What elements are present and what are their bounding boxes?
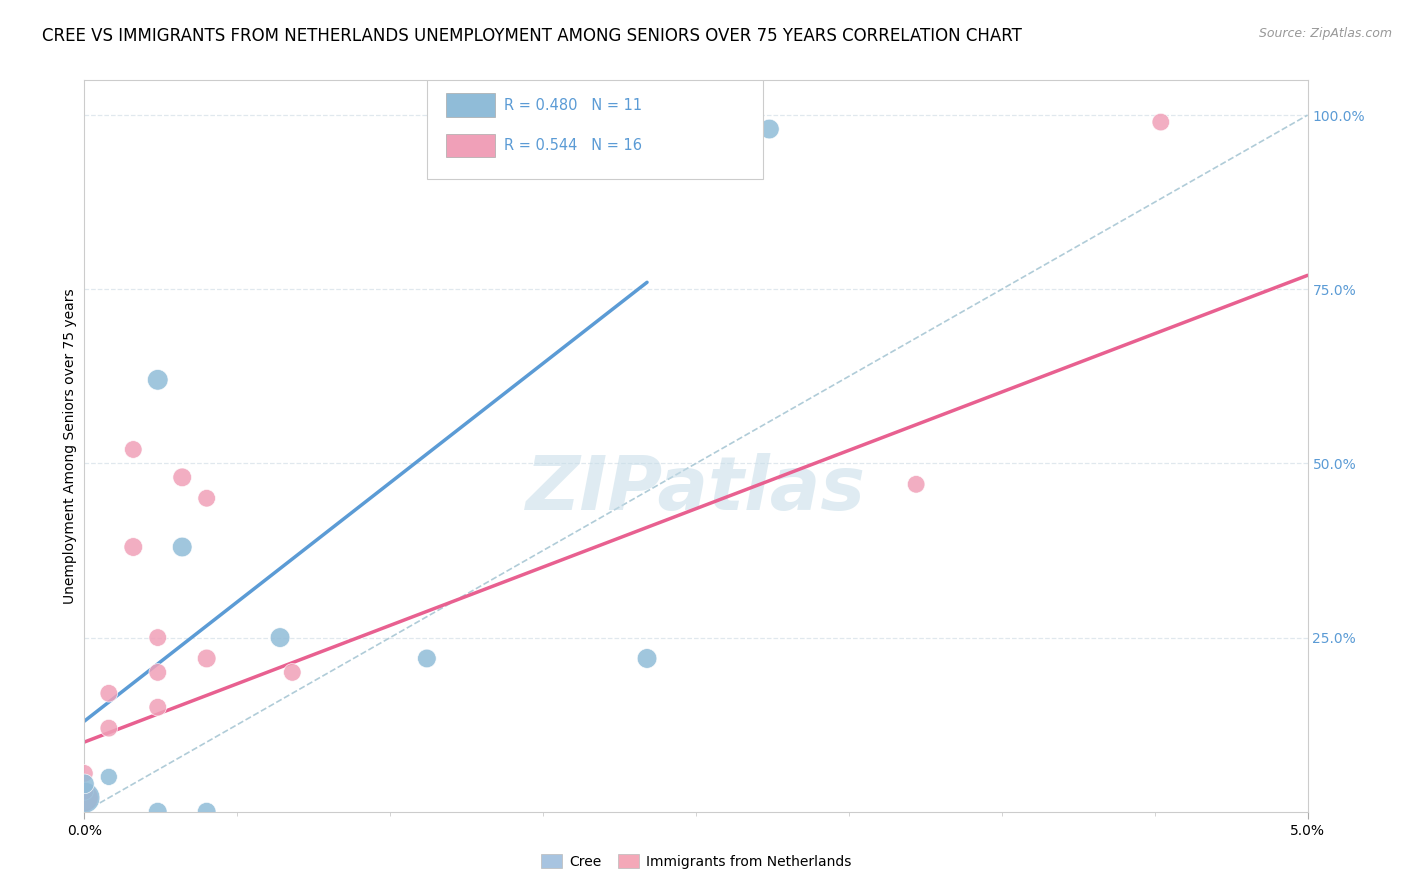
Point: [172, 540, 194, 554]
Text: CREE VS IMMIGRANTS FROM NETHERLANDS UNEMPLOYMENT AMONG SENIORS OVER 75 YEARS COR: CREE VS IMMIGRANTS FROM NETHERLANDS UNEM…: [42, 27, 1022, 45]
Text: ZIPatlas: ZIPatlas: [526, 453, 866, 526]
Point: [73, 766, 96, 780]
Point: [146, 631, 169, 645]
Point: [146, 700, 169, 714]
Point: [195, 805, 218, 819]
Point: [905, 477, 928, 491]
Point: [73, 790, 96, 805]
Point: [281, 665, 304, 680]
Point: [195, 491, 218, 506]
Point: [758, 122, 780, 136]
FancyBboxPatch shape: [447, 94, 495, 117]
Point: [73, 784, 96, 798]
Point: [172, 470, 194, 484]
Y-axis label: Unemployment Among Seniors over 75 years: Unemployment Among Seniors over 75 years: [63, 288, 77, 604]
Point: [146, 665, 169, 680]
Point: [97, 686, 120, 700]
Point: [146, 805, 169, 819]
Text: R = 0.480   N = 11: R = 0.480 N = 11: [503, 97, 643, 112]
Point: [73, 777, 96, 791]
Point: [146, 373, 169, 387]
FancyBboxPatch shape: [427, 80, 763, 179]
Point: [122, 442, 145, 457]
Point: [73, 790, 96, 805]
Text: R = 0.544   N = 16: R = 0.544 N = 16: [503, 138, 643, 153]
FancyBboxPatch shape: [447, 134, 495, 157]
Point: [636, 651, 658, 665]
Point: [269, 631, 291, 645]
Point: [97, 770, 120, 784]
Point: [1150, 115, 1173, 129]
Legend: Cree, Immigrants from Netherlands: Cree, Immigrants from Netherlands: [536, 848, 856, 874]
Text: Source: ZipAtlas.com: Source: ZipAtlas.com: [1258, 27, 1392, 40]
Point: [122, 540, 145, 554]
Point: [416, 651, 439, 665]
Point: [195, 651, 218, 665]
Point: [97, 721, 120, 735]
